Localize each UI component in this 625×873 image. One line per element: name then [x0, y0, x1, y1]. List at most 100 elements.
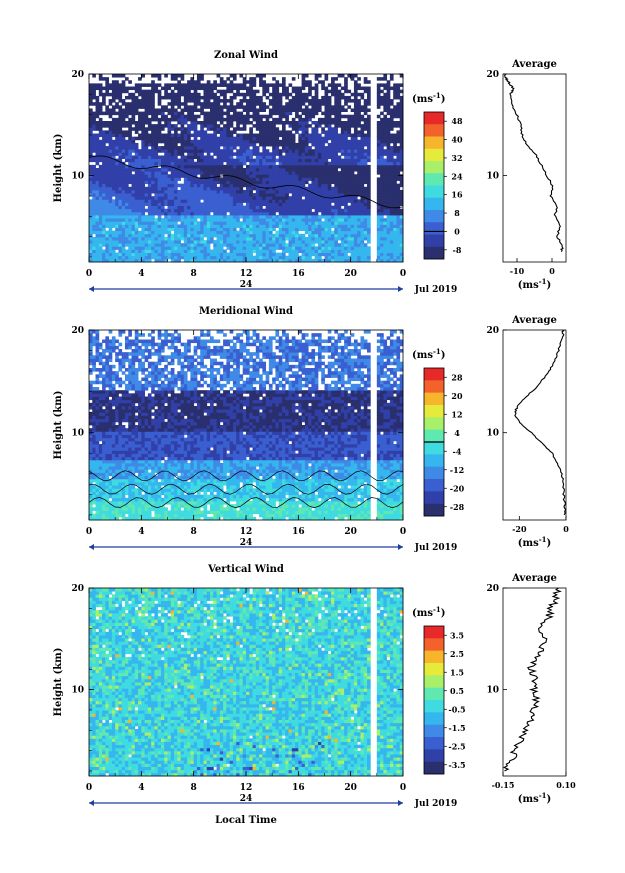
heatmap-cell [285, 161, 289, 166]
heatmap-cell [334, 249, 338, 253]
heatmap-cell [317, 227, 322, 232]
heatmap-cell [216, 252, 221, 257]
heatmap-cell [160, 111, 165, 116]
heatmap-cell [281, 121, 286, 125]
heatmap-cell [304, 246, 309, 250]
heatmap-cell [357, 258, 361, 263]
heatmap-cell [347, 95, 352, 100]
heatmap-cell [187, 246, 191, 250]
heatmap-cell [242, 133, 247, 138]
heatmap-cell [239, 139, 244, 144]
heatmap-cell [157, 180, 162, 185]
heatmap-cell [108, 189, 113, 194]
heatmap-cell [331, 108, 335, 112]
heatmap-cell [347, 121, 352, 125]
heatmap-cell [180, 221, 185, 225]
heatmap-cell [246, 252, 250, 257]
heatmap-cell [167, 102, 172, 106]
heatmap-cell [265, 89, 270, 94]
heatmap-cell [141, 111, 145, 116]
heatmap-cell [216, 227, 221, 232]
heatmap-cell [272, 158, 276, 163]
heatmap-cell [128, 133, 132, 138]
heatmap-cell [154, 227, 159, 232]
heatmap-cell [187, 236, 191, 241]
heatmap-cell [350, 164, 355, 169]
heatmap-cell [131, 149, 136, 153]
heatmap-cell [105, 136, 110, 141]
heatmap-cell [344, 114, 348, 119]
heatmap-cell [128, 205, 132, 210]
heatmap-cell [141, 127, 145, 131]
heatmap-cell [367, 146, 371, 150]
heatmap-cell [249, 189, 253, 194]
heatmap-cell [223, 177, 227, 181]
heatmap-cell [393, 180, 397, 185]
heatmap-cell [340, 196, 345, 200]
heatmap-cell [321, 146, 325, 150]
heatmap-cell [147, 189, 152, 194]
y-tick-label: 20 [71, 70, 84, 80]
heatmap-cell [386, 155, 391, 159]
heatmap-cell [151, 224, 155, 228]
heatmap-cell [386, 246, 391, 250]
heatmap-cell [95, 146, 100, 150]
heatmap-cell [347, 99, 352, 103]
heatmap-cell [301, 205, 306, 210]
heatmap-cell [190, 108, 195, 112]
heatmap-cell [393, 224, 397, 228]
heatmap-cell [275, 180, 280, 185]
heatmap-cell [331, 193, 335, 197]
heatmap-cell [223, 164, 227, 169]
heatmap-cell [226, 236, 231, 241]
heatmap-cell [177, 215, 181, 219]
heatmap-cell [399, 136, 404, 141]
heatmap-cell [144, 233, 149, 238]
heatmap-cell [278, 130, 283, 134]
heatmap-cell [226, 233, 231, 238]
heatmap-cell [89, 168, 93, 172]
heatmap-cell [118, 186, 123, 191]
heatmap-cell [291, 139, 296, 144]
heatmap-cell [311, 130, 316, 134]
heatmap-cell [187, 199, 191, 203]
heatmap-cell [170, 89, 175, 94]
heatmap-cell [393, 236, 397, 241]
heatmap-cell [344, 171, 348, 175]
heatmap-cell [311, 246, 316, 250]
heatmap-cell [396, 246, 401, 250]
heatmap-cell [311, 158, 316, 163]
heatmap-cell [193, 249, 198, 253]
heatmap-cell [206, 136, 211, 141]
heatmap-cell [386, 189, 391, 194]
heatmap-cell [344, 127, 348, 131]
heatmap-cell [360, 161, 365, 166]
heatmap-cell [144, 193, 149, 197]
heatmap-cell [105, 124, 110, 128]
heatmap-cell [363, 127, 368, 131]
heatmap-cell [183, 189, 188, 194]
heatmap-cell [134, 121, 139, 125]
heatmap-cell [363, 158, 368, 163]
heatmap-cell [399, 193, 404, 197]
heatmap-cell [124, 233, 129, 238]
heatmap-cell [321, 189, 325, 194]
heatmap-cell [154, 117, 159, 122]
heatmap-cell [236, 177, 240, 181]
heatmap-cell [213, 227, 217, 232]
heatmap-cell [278, 92, 283, 97]
heatmap-cell [118, 155, 123, 159]
heatmap-cell [350, 249, 355, 253]
heatmap-cell [164, 221, 168, 225]
heatmap-cell [304, 168, 309, 172]
heatmap-cell [174, 130, 178, 134]
heatmap-cell [160, 243, 165, 247]
heatmap-cell [281, 246, 286, 250]
heatmap-cell [151, 177, 155, 181]
heatmap-cell [177, 74, 181, 78]
heatmap-cell [229, 171, 234, 175]
heatmap-cell [219, 111, 224, 116]
heatmap-cell [308, 249, 312, 253]
heatmap-cell [98, 230, 103, 235]
heatmap-cell [363, 186, 368, 191]
